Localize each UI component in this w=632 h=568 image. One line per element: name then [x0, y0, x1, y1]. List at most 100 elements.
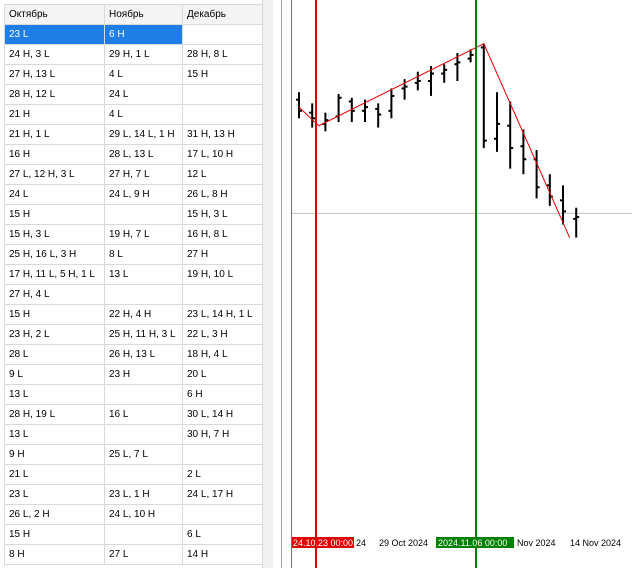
table-cell[interactable]: 27 H, 13 L: [4, 64, 105, 85]
table-cell[interactable]: 26 L, 8 H: [182, 184, 262, 205]
table-cell[interactable]: [182, 444, 262, 465]
table-cell[interactable]: 21 H: [4, 104, 105, 125]
table-cell[interactable]: 27 H: [182, 244, 262, 265]
table-cell[interactable]: 24 L, 17 H: [182, 484, 262, 505]
panel-splitter[interactable]: [281, 0, 282, 568]
table-cell[interactable]: 29 L, 14 L, 1 H: [104, 124, 183, 145]
table-cell[interactable]: 16 H: [4, 144, 105, 165]
table-cell[interactable]: [182, 504, 262, 525]
table-cell[interactable]: 13 L: [4, 424, 105, 445]
table-cell[interactable]: 6 H: [104, 24, 183, 45]
table-cell[interactable]: 13 L: [4, 384, 105, 405]
table-cell[interactable]: [182, 24, 262, 45]
table-cell[interactable]: 4 L: [104, 104, 183, 125]
table-cell[interactable]: 23 L, 1 H: [104, 484, 183, 505]
table-cell[interactable]: 28 H, 19 L: [4, 404, 105, 425]
table-cell[interactable]: [104, 524, 183, 545]
table-row[interactable]: 9 H 25 L, 7 L: [4, 444, 262, 465]
table-cell[interactable]: 24 L, 10 H: [104, 504, 183, 525]
table-cell[interactable]: 29 H, 1 L: [104, 44, 183, 65]
table-cell[interactable]: 27 H, 7 L: [104, 164, 183, 185]
table-cell[interactable]: 24 H, 3 L: [4, 44, 105, 65]
table-cell[interactable]: 16 H, 8 L: [182, 224, 262, 245]
table-row[interactable]: 21 L 2 L: [4, 464, 262, 485]
table-cell[interactable]: [104, 384, 183, 405]
table-cell[interactable]: 21 L: [4, 464, 105, 485]
table-row[interactable]: 27 H, 4 L: [4, 284, 262, 305]
table-row[interactable]: 15 H, 3 L 19 H, 7 L 16 H, 8 L: [4, 224, 262, 245]
table-cell[interactable]: 17 H, 11 L, 5 H, 1 L: [4, 264, 105, 285]
column-header-october[interactable]: Октябрь: [4, 4, 105, 25]
table-cell[interactable]: 25 H, 11 H, 3 L: [104, 324, 183, 345]
table-cell[interactable]: 13 L: [104, 264, 183, 285]
table-cell[interactable]: 23 L, 14 H, 1 L: [182, 304, 262, 325]
table-cell[interactable]: 6 L: [182, 524, 262, 545]
table-cell[interactable]: 27 L: [104, 544, 183, 565]
table-cell[interactable]: 19 H, 10 L: [182, 264, 262, 285]
table-cell[interactable]: 25 L, 7 L: [104, 444, 183, 465]
table-cell[interactable]: 21 H, 1 L: [4, 124, 105, 145]
table-cell[interactable]: 17 L, 10 H: [182, 144, 262, 165]
table-row[interactable]: 8 H 27 L 14 H: [4, 544, 262, 565]
table-cell[interactable]: 16 L: [104, 404, 183, 425]
table-cell[interactable]: [104, 424, 183, 445]
table-row[interactable]: 17 H, 11 L, 5 H, 1 L 13 L 19 H, 10 L: [4, 264, 262, 285]
table-cell[interactable]: 28 H, 8 L: [182, 44, 262, 65]
table-cell[interactable]: [182, 104, 262, 125]
table-cell[interactable]: 28 L, 13 L: [104, 144, 183, 165]
table-cell[interactable]: 27 H, 4 L: [4, 284, 105, 305]
table-row[interactable]: 15 H 6 L: [4, 524, 262, 545]
table-row[interactable]: 15 H 15 H, 3 L: [4, 204, 262, 225]
table-cell[interactable]: 24 L: [104, 84, 183, 105]
table-row[interactable]: 21 H, 1 L 29 L, 14 L, 1 H 31 H, 13 H: [4, 124, 262, 145]
table-row[interactable]: 28 L 26 H, 13 L 18 H, 4 L: [4, 344, 262, 365]
table-row[interactable]: 24 L 24 L, 9 H 26 L, 8 H: [4, 184, 262, 205]
table-cell[interactable]: 30 H, 7 H: [182, 424, 262, 445]
table-cell[interactable]: 22 H, 4 H: [104, 304, 183, 325]
price-chart[interactable]: 24.10.23 00:00 24 29 Oct 2024 2024.11.06…: [292, 0, 632, 568]
table-cell[interactable]: 9 H: [4, 444, 105, 465]
table-cell[interactable]: 12 L: [182, 164, 262, 185]
table-cell[interactable]: 20 L: [182, 364, 262, 385]
table-row[interactable]: 13 L 6 H: [4, 384, 262, 405]
table-cell[interactable]: 14 H: [182, 544, 262, 565]
table-cell[interactable]: [182, 284, 262, 305]
table-cell[interactable]: 22 L, 3 H: [182, 324, 262, 345]
table-cell[interactable]: 23 L: [4, 484, 105, 505]
table-cell[interactable]: 4 L: [104, 64, 183, 85]
table-row[interactable]: 28 H, 19 L 16 L 30 L, 14 H: [4, 404, 262, 425]
table-cell[interactable]: 28 H, 12 L: [4, 84, 105, 105]
table-cell[interactable]: 30 L, 14 H: [182, 404, 262, 425]
table-row[interactable]: 16 H 28 L, 13 L 17 L, 10 H: [4, 144, 262, 165]
table-row[interactable]: 26 L, 2 H 24 L, 10 H: [4, 504, 262, 525]
table-cell[interactable]: 27 L, 12 H, 3 L: [4, 164, 105, 185]
table-cell[interactable]: 23 L: [4, 24, 105, 45]
table-cell[interactable]: 26 H, 13 L: [104, 344, 183, 365]
table-cell[interactable]: 18 H, 4 L: [182, 344, 262, 365]
table-cell[interactable]: 23 H, 2 L: [4, 324, 105, 345]
table-cell[interactable]: 26 L, 2 H: [4, 504, 105, 525]
table-cell[interactable]: 2 L: [182, 464, 262, 485]
table-cell[interactable]: 15 H: [4, 524, 105, 545]
table-cell[interactable]: 15 H, 3 L: [4, 224, 105, 245]
table-cell[interactable]: 15 H: [4, 304, 105, 325]
table-row[interactable]: 28 H, 12 L 24 L: [4, 84, 262, 105]
table-cell[interactable]: 25 H, 16 L, 3 H: [4, 244, 105, 265]
table-row[interactable]: 24 H, 3 L 29 H, 1 L 28 H, 8 L: [4, 44, 262, 65]
table-cell[interactable]: [182, 84, 262, 105]
table-cell[interactable]: 31 H, 13 H: [182, 124, 262, 145]
table-cell[interactable]: 24 L: [4, 184, 105, 205]
table-cell[interactable]: 19 H, 7 L: [104, 224, 183, 245]
column-header-november[interactable]: Ноябрь: [104, 4, 183, 25]
table-cell[interactable]: 15 H, 3 L: [182, 204, 262, 225]
table-row[interactable]: 9 L 23 H 20 L: [4, 364, 262, 385]
table-row[interactable]: 13 L 30 H, 7 H: [4, 424, 262, 445]
table-row[interactable]: 15 H 22 H, 4 H 23 L, 14 H, 1 L: [4, 304, 262, 325]
table-cell[interactable]: [104, 284, 183, 305]
price-chart-svg[interactable]: 24.10.23 00:00 24 29 Oct 2024 2024.11.06…: [292, 0, 632, 568]
table-cell[interactable]: 15 H: [182, 64, 262, 85]
table-cell[interactable]: 15 H: [4, 204, 105, 225]
